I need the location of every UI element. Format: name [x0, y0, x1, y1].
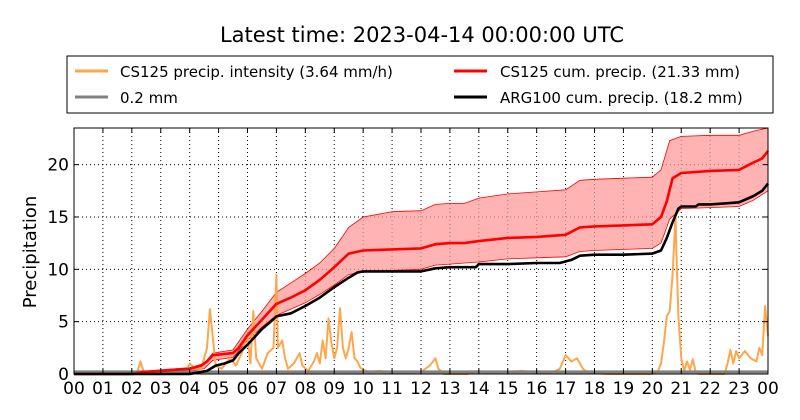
- x-tick-label: 14: [468, 379, 490, 399]
- y-tick-label: 20: [47, 156, 69, 176]
- x-tick-label: 20: [642, 379, 664, 399]
- legend: CS125 precip. intensity (3.64 mm/h) 0.2 …: [66, 55, 774, 114]
- x-tick-label: 00: [757, 379, 779, 399]
- y-tick-label: 10: [47, 260, 69, 280]
- series-line-2: [74, 150, 770, 376]
- x-tick-label: 16: [526, 379, 548, 399]
- legend-label-arg100-cum: ARG100 cum. precip. (18.2 mm): [500, 89, 743, 107]
- x-tick-label: 06: [237, 379, 259, 399]
- x-tick-label: 23: [728, 379, 750, 399]
- x-tick-label: 19: [613, 379, 635, 399]
- legend-box: [66, 55, 774, 114]
- y-tick-label: 5: [58, 313, 69, 333]
- legend-label-cs125-cum: CS125 cum. precip. (21.33 mm): [500, 63, 740, 81]
- x-tick-label: 03: [150, 379, 172, 399]
- x-tick-label: 05: [208, 379, 230, 399]
- x-tick-label: 01: [92, 379, 114, 399]
- x-tick-label: 11: [381, 379, 403, 399]
- x-tick-label: 22: [699, 379, 721, 399]
- x-tick-label: 18: [584, 379, 606, 399]
- x-tick-label: 17: [555, 379, 577, 399]
- y-axis-label: Precipitation: [20, 196, 41, 309]
- x-tick-label: 10: [352, 379, 374, 399]
- y-tick-label: 0: [58, 365, 69, 385]
- x-tick-label: 21: [670, 379, 692, 399]
- legend-label-intensity: CS125 precip. intensity (3.64 mm/h): [120, 63, 393, 81]
- series-line-3: [74, 182, 770, 376]
- plot-area: 00 01 02 03 04 05 06 07 08 09 10 11 12 13 14 15 16 17 18 19…: [47, 127, 779, 399]
- x-tick-label: 15: [497, 379, 519, 399]
- x-tick-label: 00: [63, 379, 85, 399]
- x-tick-label: 08: [295, 379, 317, 399]
- series-line-0: [74, 213, 769, 375]
- legend-label-threshold: 0.2 mm: [120, 89, 178, 107]
- x-tick-label: 09: [323, 379, 345, 399]
- x-tick-label: 07: [266, 379, 288, 399]
- x-tick-label: 02: [121, 379, 143, 399]
- x-tick-label: 13: [439, 379, 461, 399]
- y-tick-label: 15: [47, 208, 69, 228]
- x-tick-label: 04: [179, 379, 201, 399]
- x-tick-label: 12: [410, 379, 432, 399]
- chart-title: Latest time: 2023-04-14 00:00:00 UTC: [220, 23, 624, 47]
